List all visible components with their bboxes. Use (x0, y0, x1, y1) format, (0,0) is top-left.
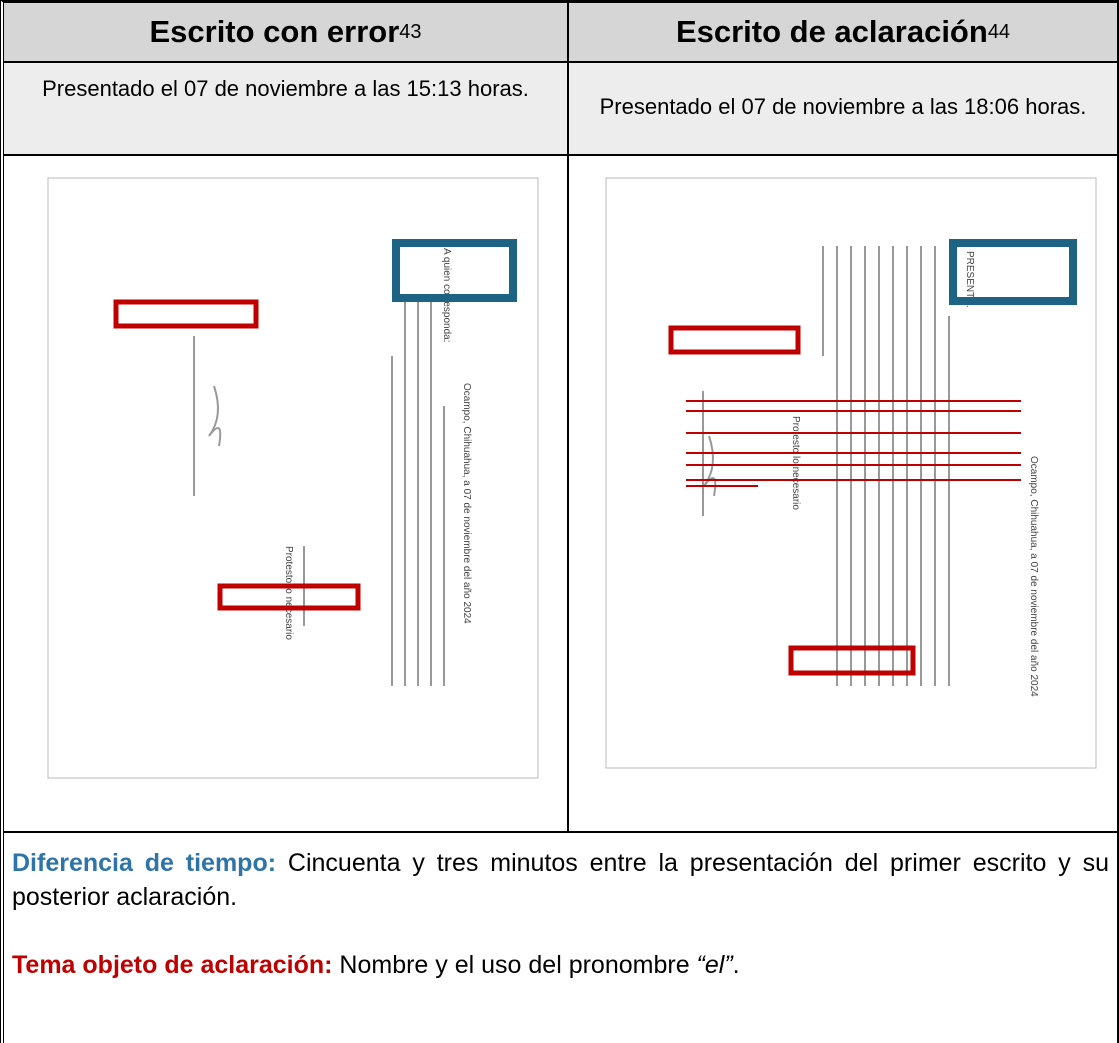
highlight-box (113, 299, 259, 329)
footer-label: Tema objeto de aclaración: (12, 950, 333, 979)
scan-page (47, 177, 539, 779)
strike-lines (686, 400, 1021, 487)
footnote-ref: 44 (987, 20, 1011, 43)
scan-text: Ocampo, Chihuahua, a 07 de noviembre del… (1028, 456, 1039, 697)
scan-text: PRESENTE. (964, 251, 975, 308)
highlight-box (217, 583, 361, 611)
scan-image: Ocampo, Chihuahua, a 07 de noviembre del… (47, 177, 539, 779)
scan-cell: Ocampo, Chihuahua, a 07 de noviembre del… (4, 156, 569, 833)
date-cell: Presentado el 07 de noviembre a las 18:0… (569, 63, 1117, 156)
header-title: Escrito con error (149, 14, 400, 49)
header-title: Escrito de aclaración (675, 14, 988, 49)
footer-quote: “el” (696, 950, 733, 979)
footer-label: Diferencia de tiempo: (12, 849, 277, 877)
header-cell: Escrito con error 43 (4, 3, 569, 63)
footer-end: . (732, 950, 740, 979)
scan-text: Ocampo, Chihuahua, a 07 de noviembre del… (461, 383, 472, 624)
header-cell: Escrito de aclaración 44 (569, 3, 1117, 63)
date-text: Presentado el 07 de noviembre a las 15:1… (42, 76, 529, 101)
scan-text: Protesto lo necesario (790, 416, 801, 510)
footer-cell: Diferencia de tiempo: Cincuenta y tres m… (4, 833, 1117, 1043)
scan-text: Protesto lo necesario (283, 546, 294, 640)
highlight-box (949, 239, 1077, 305)
footer-text: Nombre y el uso del pronombre (339, 950, 697, 979)
date-text: Presentado el 07 de noviembre a las 18:0… (599, 94, 1087, 119)
scan-cell: Ocampo, Chihuahua, a 07 de noviembre del… (569, 156, 1117, 833)
footer-paragraph: Tema objeto de aclaración: Nombre y el u… (12, 949, 1109, 983)
scan-image: Ocampo, Chihuahua, a 07 de noviembre del… (605, 177, 1097, 769)
footnote-ref: 43 (399, 20, 422, 43)
footer-text: Cincuenta y tres minutos entre la presen… (12, 849, 1109, 911)
highlight-box (788, 645, 916, 676)
date-cell: Presentado el 07 de noviembre a las 15:1… (4, 63, 569, 156)
footer-paragraph: Diferencia de tiempo: Cincuenta y tres m… (12, 847, 1109, 915)
highlight-box (668, 325, 801, 355)
highlight-box (392, 239, 517, 302)
